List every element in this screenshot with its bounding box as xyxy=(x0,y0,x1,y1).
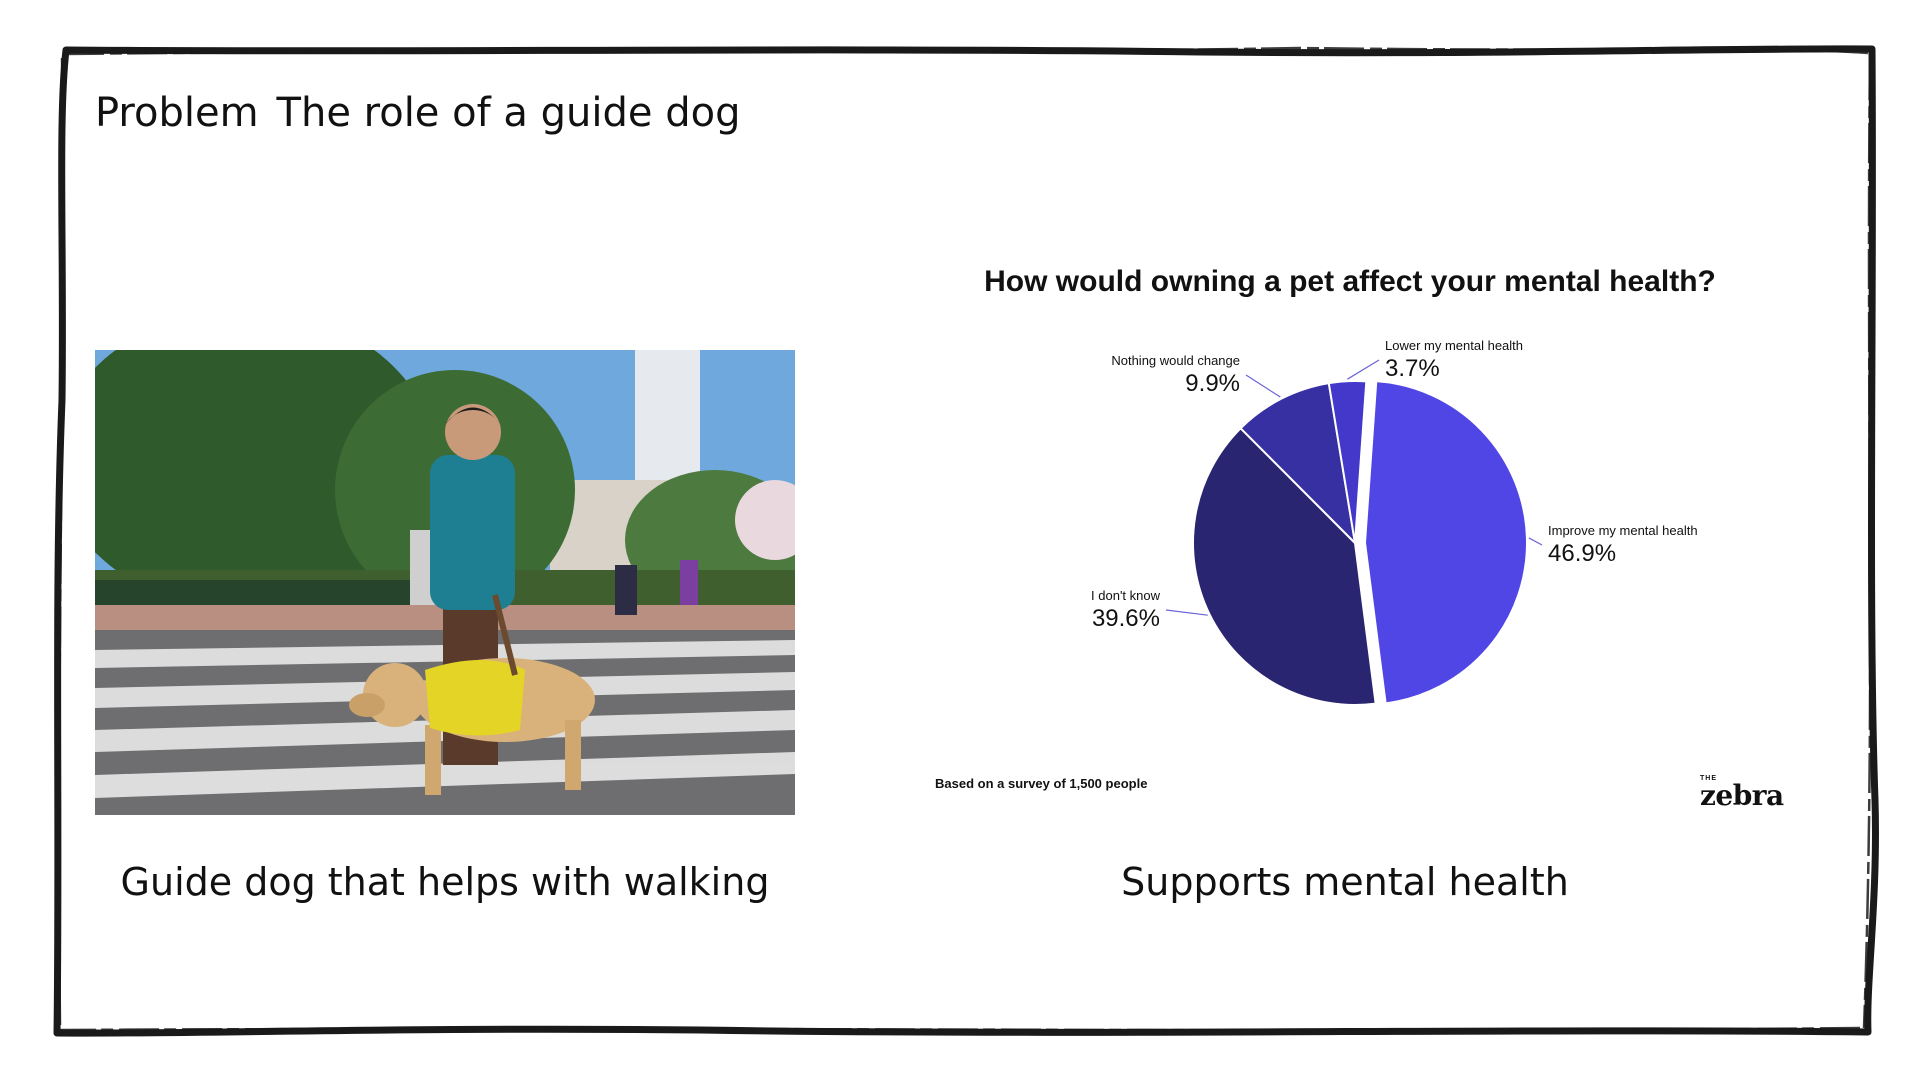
pie-leader-line-0 xyxy=(1528,537,1543,546)
guide-dog-photo xyxy=(95,350,795,815)
slide-title: Problem The role of a guide dog xyxy=(95,90,740,136)
photo-dog-snout xyxy=(349,693,385,717)
photo-dog-vest xyxy=(425,660,525,736)
pie-label-0: Improve my mental health xyxy=(1548,523,1698,538)
pie-labels: Improve my mental health 46.9% I don't kno… xyxy=(1091,338,1698,632)
photo-pedestrian xyxy=(615,565,637,615)
left-caption: Guide dog that helps with walking xyxy=(120,860,770,904)
pie-value-3: 3.7% xyxy=(1385,355,1440,382)
pie-slice-3 xyxy=(1327,380,1368,544)
brand-logo: THE zebra xyxy=(1700,775,1784,812)
photo-person-jacket xyxy=(430,455,515,610)
title-kicker: Problem xyxy=(95,90,259,136)
pie-leader-line-1 xyxy=(1165,609,1208,616)
pie-value-2: 9.9% xyxy=(1185,370,1240,397)
pie-slices xyxy=(1192,380,1528,706)
photo-pedestrian-2 xyxy=(680,560,698,605)
frame-border xyxy=(53,45,1879,1037)
pie-slice-2 xyxy=(1239,381,1357,546)
chart-title: How would owning a pet affect your menta… xyxy=(984,265,1716,298)
pie-chart: Improve my mental health 46.9% I don't kno… xyxy=(1091,338,1698,706)
photo-person-hair xyxy=(445,407,501,425)
photo-blossom xyxy=(735,480,795,560)
photo-dog-leg xyxy=(425,725,441,795)
photo-person-head xyxy=(445,404,501,460)
frame-border-rough xyxy=(57,46,1872,1032)
photo-dog-leg-2 xyxy=(565,720,581,790)
pie-value-1: 39.6% xyxy=(1092,605,1160,632)
photo-harness-handle xyxy=(492,594,518,676)
pie-leader-line-2 xyxy=(1245,374,1281,398)
pie-label-3: Lower my mental health xyxy=(1385,338,1523,353)
pie-label-1: I don't know xyxy=(1091,588,1161,603)
survey-note: Based on a survey of 1,500 people xyxy=(935,776,1148,791)
brand-logo-text: zebra xyxy=(1700,779,1784,812)
pie-slice-0 xyxy=(1363,380,1528,705)
title-text: The role of a guide dog xyxy=(276,90,741,136)
right-caption: Supports mental health xyxy=(1121,860,1569,904)
brand-logo-small: THE xyxy=(1700,775,1717,782)
pie-slice-1 xyxy=(1192,426,1377,706)
pie-value-0: 46.9% xyxy=(1548,540,1616,567)
pie-leader-line-3 xyxy=(1347,359,1380,380)
pie-label-2: Nothing would change xyxy=(1111,353,1240,368)
